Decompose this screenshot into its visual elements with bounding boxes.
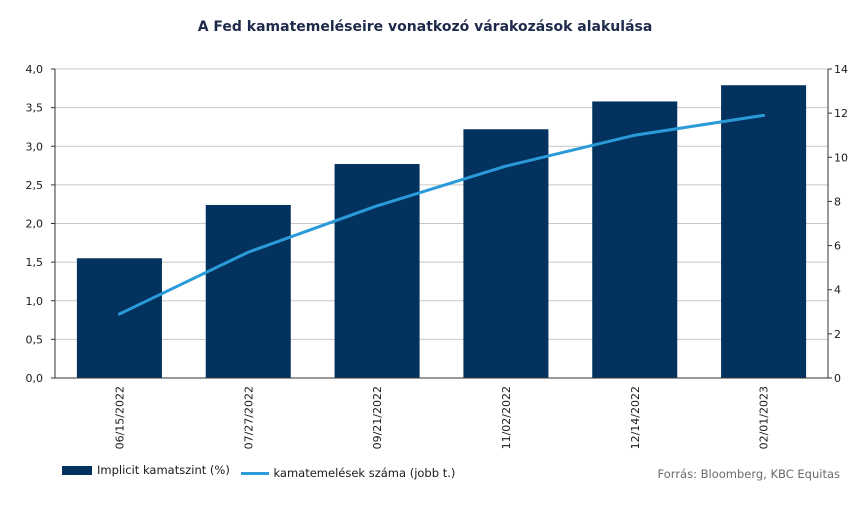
tick-labels: 0,0 0,5 1,0 1,5 2,0 2,5 3,0 3,5 4,0 0 2 4 6 8 10 12 14 06… — [26, 63, 849, 449]
y-left-tick-label: 1,0 — [26, 295, 44, 308]
y-right-tick-label: 8 — [834, 195, 841, 208]
source-note: Forrás: Bloomberg, KBC Equitas — [657, 467, 840, 481]
y-right-tick-label: 6 — [834, 240, 841, 253]
y-left-tick-label: 4,0 — [26, 63, 44, 76]
y-left-tick-label: 0,5 — [26, 333, 44, 346]
bar — [334, 164, 420, 378]
x-tick-label: 12/14/2022 — [629, 386, 642, 449]
x-tick-label: 02/01/2023 — [758, 386, 771, 449]
legend-line-swatch — [241, 471, 270, 475]
line-series — [117, 113, 766, 316]
y-right-tick-label: 2 — [834, 328, 841, 341]
y-right-tick-label: 12 — [834, 107, 848, 120]
chart-title: A Fed kamatemeléseire vonatkozó várakozá… — [197, 19, 653, 35]
y-left-tick-label: 1,5 — [26, 256, 44, 269]
y-right-tick-label: 14 — [834, 63, 848, 76]
legend-item-bar: Implicit kamatszint (%) — [62, 463, 230, 477]
x-tick-label: 09/21/2022 — [371, 386, 384, 449]
bar — [721, 85, 807, 378]
legend-line-label: kamatemelések száma (jobb t.) — [273, 466, 456, 480]
legend-item-line: kamatemelések száma (jobb t.) — [241, 466, 455, 480]
y-right-tick-label: 10 — [834, 151, 848, 164]
bar — [205, 204, 291, 378]
y-left-tick-label: 3,5 — [26, 102, 44, 115]
bar-series — [76, 85, 807, 378]
legend: Implicit kamatszint (%) kamatemelések sz… — [62, 463, 463, 480]
y-left-tick-label: 2,5 — [26, 179, 44, 192]
y-left-tick-label: 3,0 — [26, 140, 44, 153]
gridlines — [55, 68, 828, 340]
y-right-tick-label: 4 — [834, 284, 841, 297]
series-line — [117, 113, 766, 316]
axes — [51, 68, 832, 379]
bar — [463, 129, 549, 378]
x-tick-label: 11/02/2022 — [500, 386, 513, 449]
x-tick-label: 06/15/2022 — [113, 386, 126, 449]
y-left-tick-label: 0,0 — [26, 372, 44, 385]
legend-bar-swatch — [62, 465, 92, 475]
legend-bar-label: Implicit kamatszint (%) — [97, 463, 230, 477]
y-right-tick-label: 0 — [834, 372, 841, 385]
x-tick-label: 07/27/2022 — [242, 386, 255, 449]
bar — [76, 258, 162, 378]
y-left-tick-label: 2,0 — [26, 218, 44, 231]
bar — [592, 101, 678, 378]
